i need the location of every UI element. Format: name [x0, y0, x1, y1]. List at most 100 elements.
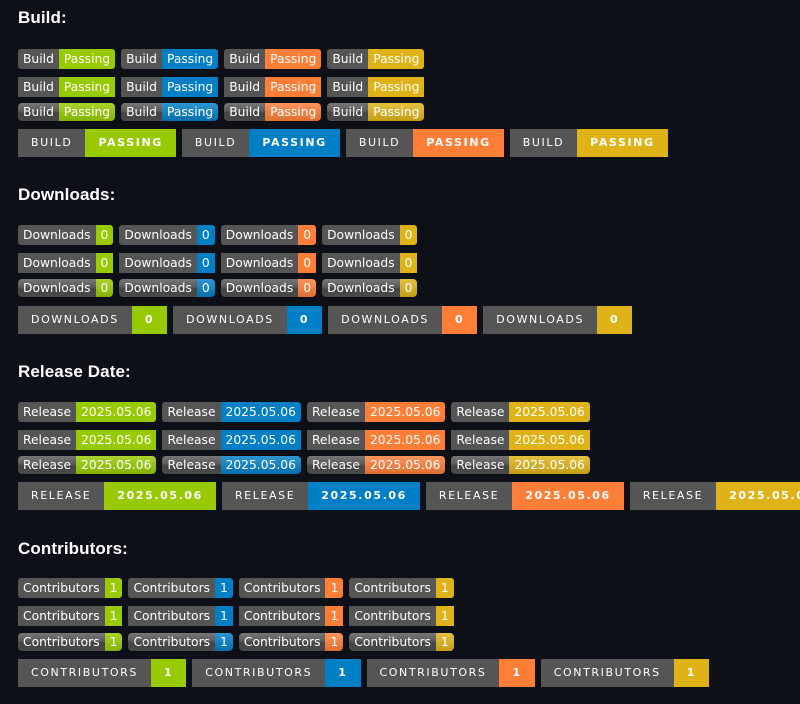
- release-badge-orange-flat-square[interactable]: Release 2025.05.06: [306, 430, 446, 450]
- build-badge-green-flat[interactable]: Build Passing: [18, 49, 116, 69]
- build-badge-yellow-plastic[interactable]: Build Passing: [327, 103, 425, 121]
- release-badge-blue-flat-square[interactable]: Release 2025.05.06: [162, 430, 301, 450]
- downloads-badge-green-flat[interactable]: Downloads 0: [18, 225, 114, 245]
- release-badge-green-for-the-badge[interactable]: RELEASE 2025.05.06: [18, 482, 216, 510]
- release-badge-green-plastic[interactable]: Release 2025.05.06: [18, 456, 157, 474]
- badge-label: Build: [224, 77, 266, 97]
- badge-value: 1: [673, 659, 709, 687]
- contributors-badge-green-for-the-badge[interactable]: CONTRIBUTORS 1: [18, 659, 187, 687]
- release-badge-yellow-plastic[interactable]: Release 2025.05.06: [451, 456, 590, 474]
- build-badge-orange-flat-square[interactable]: Build Passing: [224, 77, 322, 97]
- build-badge-green-for-the-badge[interactable]: BUILD PASSING: [18, 129, 176, 157]
- badge-value: Passing: [58, 77, 116, 97]
- badge-label: Downloads: [322, 253, 400, 273]
- badge-label: Contributors: [349, 633, 436, 651]
- badge-value: Passing: [265, 49, 322, 69]
- contributors-badge-orange-flat[interactable]: Contributors 1: [238, 578, 344, 598]
- build-badge-yellow-for-the-badge[interactable]: BUILD PASSING: [509, 129, 668, 157]
- downloads-badge-yellow-flat[interactable]: Downloads 0: [322, 225, 418, 245]
- contributors-badge-blue-flat[interactable]: Contributors 1: [128, 578, 233, 598]
- release-badge-orange-for-the-badge[interactable]: RELEASE 2025.05.06: [425, 482, 624, 510]
- contributors-badge-yellow-flat-square[interactable]: Contributors 1: [349, 606, 454, 626]
- badge-value: 2025.05.06: [220, 456, 301, 474]
- build-badge-green-flat-square[interactable]: Build Passing: [18, 77, 116, 97]
- release-badge-blue-plastic[interactable]: Release 2025.05.06: [162, 456, 301, 474]
- release-badge-yellow-flat[interactable]: Release 2025.05.06: [451, 402, 590, 422]
- downloads-badge-orange-for-the-badge[interactable]: DOWNLOADS 0: [328, 306, 478, 334]
- badge-label: Contributors: [349, 606, 436, 626]
- build-badge-yellow-flat-square[interactable]: Build Passing: [327, 77, 425, 97]
- contributors-badge-orange-plastic[interactable]: Contributors 1: [238, 633, 344, 651]
- downloads-badge-blue-plastic[interactable]: Downloads 0: [119, 279, 215, 297]
- badge-value: 2025.05.06: [308, 482, 420, 510]
- badge-label: Build: [18, 77, 59, 97]
- badge-value: 2025.05.06: [509, 430, 590, 450]
- build-badge-blue-flat[interactable]: Build Passing: [121, 49, 219, 69]
- badge-value: Passing: [58, 103, 116, 121]
- release-badge-orange-flat[interactable]: Release 2025.05.06: [306, 402, 446, 422]
- badge-value: Passing: [265, 103, 322, 121]
- badge-label: Release: [306, 456, 365, 474]
- downloads-badge-blue-flat-square[interactable]: Downloads 0: [119, 253, 215, 273]
- release-badge-blue-for-the-badge[interactable]: RELEASE 2025.05.06: [221, 482, 420, 510]
- badge-label: DOWNLOADS: [18, 306, 132, 334]
- release-badge-green-flat-square[interactable]: Release 2025.05.06: [18, 430, 157, 450]
- build-badge-blue-plastic[interactable]: Build Passing: [121, 103, 219, 121]
- badge-value: Passing: [161, 77, 219, 97]
- downloads-badge-blue-flat[interactable]: Downloads 0: [119, 225, 215, 245]
- release-badge-blue-flat[interactable]: Release 2025.05.06: [162, 402, 301, 422]
- downloads-badge-green-plastic[interactable]: Downloads 0: [18, 279, 114, 297]
- build-badge-blue-for-the-badge[interactable]: BUILD PASSING: [181, 129, 340, 157]
- badge-label: RELEASE: [18, 482, 105, 510]
- downloads-badge-orange-flat[interactable]: Downloads 0: [220, 225, 317, 245]
- downloads-badge-green-for-the-badge[interactable]: DOWNLOADS 0: [18, 306, 168, 334]
- section-title-contributors: Contributors:: [18, 539, 128, 558]
- badge-value: 0: [196, 279, 215, 297]
- release-badge-yellow-flat-square[interactable]: Release 2025.05.06: [451, 430, 590, 450]
- contributors-badge-blue-for-the-badge[interactable]: CONTRIBUTORS 1: [192, 659, 361, 687]
- build-badge-orange-flat[interactable]: Build Passing: [224, 49, 322, 69]
- badge-value: 0: [95, 225, 114, 245]
- contributors-badge-green-plastic[interactable]: Contributors 1: [18, 633, 123, 651]
- downloads-badge-blue-for-the-badge[interactable]: DOWNLOADS 0: [173, 306, 323, 334]
- downloads-row-for-the-badge: DOWNLOADS 0 DOWNLOADS 0 DOWNLOADS 0 DOWNLOADS 0: [18, 306, 633, 334]
- downloads-badge-green-flat-square[interactable]: Downloads 0: [18, 253, 114, 273]
- release-badge-orange-plastic[interactable]: Release 2025.05.06: [306, 456, 446, 474]
- badge-value: PASSING: [85, 129, 176, 157]
- downloads-badge-yellow-flat-square[interactable]: Downloads 0: [322, 253, 418, 273]
- badge-label: Release: [306, 402, 365, 422]
- build-row-plastic: Build Passing Build Passing Build Passing Buil…: [18, 103, 425, 121]
- contributors-badge-orange-for-the-badge[interactable]: CONTRIBUTORS 1: [366, 659, 535, 687]
- contributors-badge-yellow-plastic[interactable]: Contributors 1: [349, 633, 454, 651]
- downloads-badge-yellow-plastic[interactable]: Downloads 0: [322, 279, 418, 297]
- build-badge-blue-flat-square[interactable]: Build Passing: [121, 77, 219, 97]
- build-badge-yellow-flat[interactable]: Build Passing: [327, 49, 425, 69]
- contributors-badge-blue-plastic[interactable]: Contributors 1: [128, 633, 233, 651]
- downloads-badge-orange-flat-square[interactable]: Downloads 0: [220, 253, 317, 273]
- release-badge-green-flat[interactable]: Release 2025.05.06: [18, 402, 157, 422]
- build-badge-orange-plastic[interactable]: Build Passing: [224, 103, 322, 121]
- badge-label: Downloads: [119, 253, 197, 273]
- badge-value: 2025.05.06: [76, 456, 157, 474]
- contributors-badge-yellow-flat[interactable]: Contributors 1: [349, 578, 454, 598]
- build-badge-green-plastic[interactable]: Build Passing: [18, 103, 116, 121]
- build-badge-orange-for-the-badge[interactable]: BUILD PASSING: [345, 129, 504, 157]
- downloads-badge-yellow-for-the-badge[interactable]: DOWNLOADS 0: [483, 306, 633, 334]
- contributors-badge-yellow-for-the-badge[interactable]: CONTRIBUTORS 1: [540, 659, 709, 687]
- contributors-row-flat: Contributors 1 Contributors 1 Contributors 1 C…: [18, 578, 454, 598]
- contributors-badge-blue-flat-square[interactable]: Contributors 1: [128, 606, 233, 626]
- badge-value: 2025.05.06: [220, 430, 301, 450]
- contributors-badge-green-flat[interactable]: Contributors 1: [18, 578, 123, 598]
- badge-label: BUILD: [18, 129, 86, 157]
- badge-value: 1: [104, 633, 123, 651]
- contributors-badge-green-flat-square[interactable]: Contributors 1: [18, 606, 123, 626]
- badge-label: Release: [162, 430, 221, 450]
- badge-value: 1: [435, 578, 454, 598]
- badge-value: 1: [325, 659, 361, 687]
- contributors-badge-orange-flat-square[interactable]: Contributors 1: [238, 606, 344, 626]
- badge-label: Contributors: [128, 578, 216, 598]
- badge-label: Release: [451, 402, 510, 422]
- downloads-badge-orange-plastic[interactable]: Downloads 0: [220, 279, 317, 297]
- badge-value: 2025.05.06: [76, 430, 157, 450]
